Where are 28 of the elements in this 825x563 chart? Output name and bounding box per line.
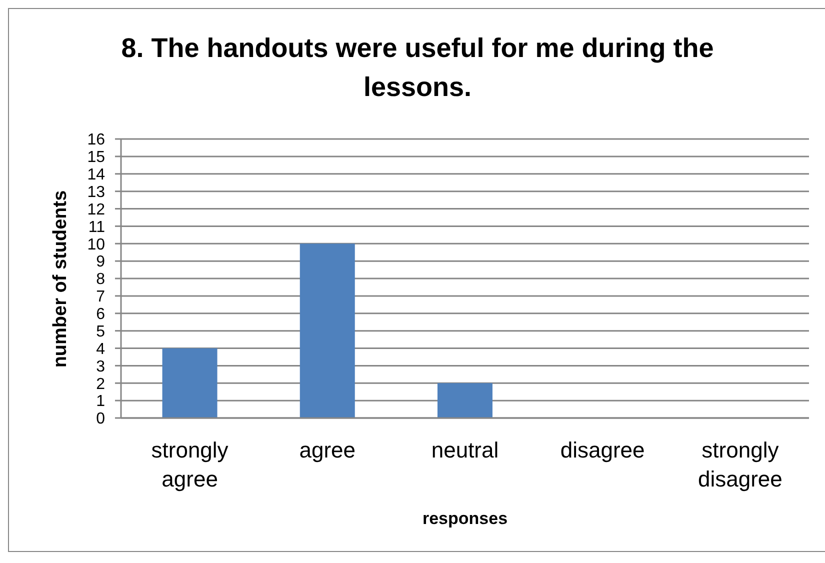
y-tick-label: 12 <box>87 201 106 218</box>
x-axis-title: responses <box>422 509 508 529</box>
x-tick-label: neutral <box>431 438 499 463</box>
bar <box>300 244 355 418</box>
y-tick-label: 8 <box>96 271 106 288</box>
y-tick-label: 11 <box>88 218 106 236</box>
y-tick-label: 15 <box>87 149 106 166</box>
x-tick-label: strongly disagree <box>698 438 782 492</box>
y-tick-label: 4 <box>96 340 106 358</box>
bar <box>162 348 218 418</box>
y-tick-label: 6 <box>96 306 106 324</box>
y-tick-label: 9 <box>96 254 106 271</box>
y-tick-label: 14 <box>87 166 106 184</box>
y-tick-label: 7 <box>96 288 106 306</box>
x-tick-label: agree <box>299 438 356 463</box>
y-tick-label: 13 <box>87 184 106 201</box>
y-tick-label: 3 <box>96 358 106 376</box>
bar <box>437 383 492 418</box>
y-tick-label: 2 <box>96 376 106 393</box>
x-tick-label: disagree <box>560 438 645 463</box>
y-tick-label: 1 <box>96 393 106 410</box>
y-axis-title: number of students <box>50 190 72 368</box>
x-tick-label: strongly agree <box>151 438 228 492</box>
y-tick-label: 0 <box>96 410 106 428</box>
y-tick-label: 10 <box>87 236 106 254</box>
y-tick-label: 16 <box>87 132 106 149</box>
chart-title: 8. The handouts were useful for me during the lessons. <box>120 32 715 104</box>
y-tick-label: 5 <box>96 323 106 340</box>
